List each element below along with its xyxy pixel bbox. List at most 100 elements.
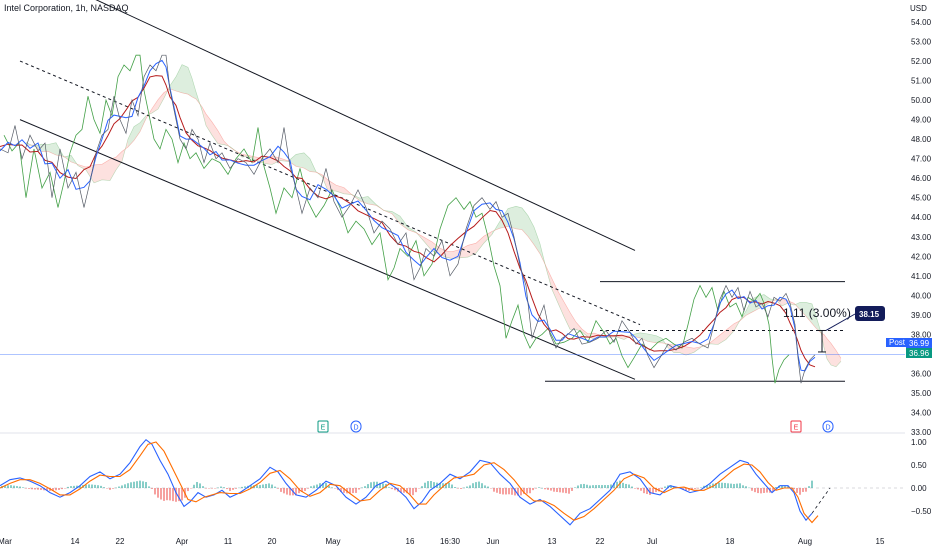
cloud-segment bbox=[540, 243, 546, 268]
osc-histogram-bar bbox=[565, 488, 567, 494]
osc-histogram-bar bbox=[172, 488, 174, 502]
osc-histogram-bar bbox=[223, 487, 225, 488]
cloud-segment bbox=[41, 144, 48, 152]
osc-histogram-bar bbox=[472, 483, 474, 488]
price-tick-label: 40.00 bbox=[911, 291, 932, 300]
osc-histogram-bar bbox=[304, 488, 306, 491]
osc-histogram-bar bbox=[352, 488, 354, 494]
osc-histogram-bar bbox=[76, 485, 78, 488]
osc-histogram-bar bbox=[25, 488, 27, 489]
osc-histogram-bar bbox=[538, 487, 540, 488]
price-lines bbox=[0, 54, 816, 384]
osc-histogram-bar bbox=[796, 488, 798, 493]
osc-histogram-bar bbox=[178, 488, 180, 502]
osc-histogram-bar bbox=[58, 488, 60, 490]
cloud-segment bbox=[188, 67, 192, 97]
oscillator-panel[interactable]: 1.00 0.50 0.00 −0.50 bbox=[0, 438, 932, 526]
osc-histogram-bar bbox=[271, 484, 273, 488]
osc-histogram-bar bbox=[781, 485, 783, 488]
cloud-segment bbox=[384, 210, 392, 214]
cloud-segment bbox=[94, 164, 102, 183]
osc-histogram-bar bbox=[730, 483, 732, 488]
osc-histogram-bar bbox=[646, 488, 648, 495]
cloud-segment bbox=[640, 332, 648, 342]
event-marker-box bbox=[350, 420, 362, 433]
osc-histogram-bar bbox=[337, 488, 339, 491]
ichimoku-cloud bbox=[25, 64, 842, 368]
osc-histogram-bar bbox=[793, 488, 795, 490]
osc-histogram-bar bbox=[124, 484, 126, 488]
event-marker-label: E bbox=[321, 425, 326, 432]
osc-histogram-bar bbox=[556, 488, 558, 493]
osc-histogram-bar bbox=[622, 482, 624, 488]
osc-histogram-bar bbox=[217, 487, 219, 489]
cloud-segment bbox=[734, 320, 740, 331]
osc-histogram-bar bbox=[502, 488, 504, 495]
osc-histogram-bar bbox=[148, 486, 150, 488]
osc-histogram-bar bbox=[652, 488, 654, 494]
osc-histogram-bar bbox=[700, 487, 702, 488]
cloud-segment bbox=[86, 164, 94, 183]
price-tick-label: 35.00 bbox=[911, 389, 932, 398]
price-panel[interactable]: 54.00 53.00 52.00 51.00 50.00 49.00 48.00 47.00… bbox=[0, 0, 932, 437]
lagging-span-line bbox=[3, 54, 790, 384]
osc-histogram-bar bbox=[274, 486, 276, 488]
cloud-segment bbox=[570, 312, 576, 330]
cloud-segment bbox=[212, 121, 218, 144]
osc-histogram-bar bbox=[733, 483, 735, 488]
cloud-segment bbox=[310, 158, 316, 173]
osc-histogram-bar bbox=[640, 488, 642, 491]
cloud-segment bbox=[408, 227, 416, 233]
cloud-segment bbox=[102, 159, 110, 181]
cloud-segment bbox=[816, 316, 821, 333]
osc-histogram-bar bbox=[202, 486, 204, 488]
cloud-segment bbox=[48, 142, 56, 155]
cloud-segment bbox=[500, 208, 508, 229]
osc-histogram-bar bbox=[439, 483, 441, 488]
osc-histogram-bar bbox=[64, 488, 66, 489]
price-range-measure[interactable]: 1.11 (3.00%) 1 38.15 bbox=[783, 306, 885, 353]
cloud-segment bbox=[516, 206, 522, 230]
price-tick-label: 34.00 bbox=[911, 408, 932, 417]
osc-histogram-bar bbox=[331, 487, 333, 488]
price-tick-label: 43.00 bbox=[911, 233, 932, 242]
osc-histogram-bar bbox=[649, 488, 651, 495]
osc-histogram-bar bbox=[163, 488, 165, 501]
osc-histogram-bar bbox=[736, 483, 738, 488]
price-tick-label: 49.00 bbox=[911, 116, 932, 125]
cloud-segment bbox=[176, 64, 182, 93]
osc-histogram-bar bbox=[400, 488, 402, 493]
osc-histogram-bar bbox=[154, 488, 156, 495]
osc-line-blue bbox=[0, 438, 813, 526]
osc-histogram-bar bbox=[205, 488, 207, 489]
price-y-axis: 54.00 53.00 52.00 51.00 50.00 49.00 48.00 47.00… bbox=[911, 18, 932, 437]
osc-histogram-bar bbox=[802, 488, 804, 492]
cloud-segment bbox=[316, 171, 322, 177]
time-axis[interactable]: Mar 14 22 Apr 11 20 May 16 16:30 Jun 13 22 Jul 18 Aug 1… bbox=[0, 537, 885, 546]
conversion-line bbox=[0, 59, 816, 372]
osc-histogram-bar bbox=[409, 488, 411, 495]
osc-histogram-bar bbox=[262, 484, 264, 488]
time-tick-label: 22 bbox=[116, 537, 125, 546]
osc-histogram-bar bbox=[79, 485, 81, 488]
osc-histogram-bar bbox=[196, 482, 198, 488]
osc-histogram-bar bbox=[685, 488, 687, 491]
event-marker-label: D bbox=[825, 425, 830, 432]
osc-histogram-bar bbox=[313, 485, 315, 488]
cloud-segment bbox=[242, 154, 248, 158]
osc-histogram-bar bbox=[97, 485, 99, 488]
osc-histogram-bar bbox=[115, 487, 117, 489]
osc-histogram-bar bbox=[460, 488, 462, 489]
cloud-segment bbox=[588, 333, 594, 339]
osc-histogram-bar bbox=[487, 486, 489, 488]
osc-histogram-bar bbox=[586, 484, 588, 488]
cloud-segment bbox=[158, 92, 164, 110]
osc-histogram-bar bbox=[349, 488, 351, 494]
osc-histogram-bar bbox=[70, 486, 72, 488]
time-tick-label: Jun bbox=[487, 537, 500, 546]
osc-histogram-bar bbox=[421, 486, 423, 488]
time-tick-label: 13 bbox=[548, 537, 557, 546]
osc-histogram-bar bbox=[370, 482, 372, 488]
